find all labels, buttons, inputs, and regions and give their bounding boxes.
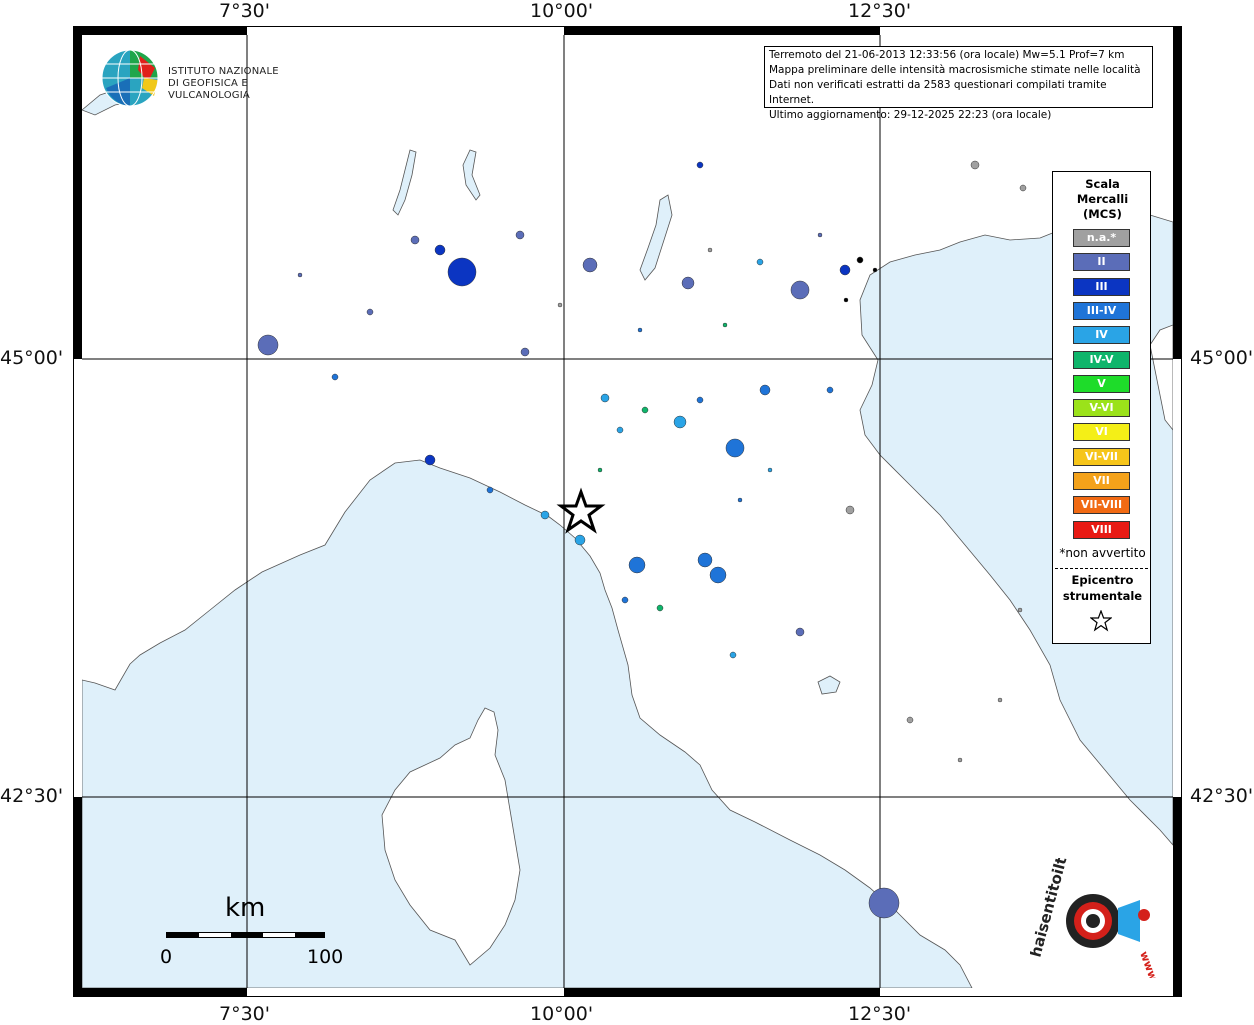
scale-bar-line — [166, 932, 325, 938]
tick-top-12-30: 12°30' — [848, 0, 912, 22]
legend-star-icon — [1090, 610, 1112, 632]
frame-border-top — [74, 27, 1181, 35]
map-frame — [73, 26, 1182, 997]
corsica — [381, 707, 521, 966]
ingv-line2: DI GEOFISICA E VULCANOLOGIA — [168, 78, 250, 101]
tick-top-10-00: 10°00' — [530, 0, 594, 22]
lake-como — [462, 149, 481, 201]
legend-swatch: III — [1073, 277, 1130, 296]
legend-note: *non avvertito — [1059, 546, 1146, 560]
scale-start: 0 — [160, 946, 173, 968]
legend-swatch: II — [1073, 253, 1130, 272]
ingv-line1: ISTITUTO NAZIONALE — [168, 66, 279, 77]
hst-logo-prefix: www. — [1137, 950, 1160, 978]
legend-swatch: VI — [1073, 423, 1130, 442]
lake-trasimeno — [817, 675, 841, 695]
info-line4: Ultimo aggiornamento: 29-12-2025 22:23 (… — [769, 109, 1052, 121]
tick-right-45-00: 45°00' — [1190, 347, 1254, 369]
legend-swatch: VIII — [1073, 520, 1130, 539]
lake-maggiore — [392, 149, 417, 216]
frame-border-right — [1173, 27, 1181, 996]
legend-swatch: V — [1073, 374, 1130, 393]
ingv-logo: ISTITUTO NAZIONALE DI GEOFISICA E VULCAN… — [100, 48, 315, 108]
legend-swatch: V-VI — [1073, 399, 1130, 418]
mcs-legend: Scala Mercalli (MCS) n.a.* II III III-IV IV I… — [1052, 171, 1151, 644]
scale-end: 100 — [307, 946, 344, 968]
legend-title-1: Scala — [1085, 177, 1120, 191]
legend-swatch: VI-VII — [1073, 447, 1130, 466]
grid-lines — [82, 35, 1173, 988]
frame-border-left — [74, 27, 82, 996]
tick-bottom-7-30: 7°30' — [219, 1003, 270, 1025]
legend-epicenter-2: strumentale — [1062, 589, 1143, 603]
legend-swatch: IV-V — [1073, 350, 1130, 369]
legend-title-3: (MCS) — [1083, 207, 1122, 221]
info-line1: Terremoto del 21-06-2013 12:33:56 (ora l… — [769, 49, 1125, 61]
legend-swatch: VII-VIII — [1073, 496, 1130, 515]
legend-title-2: Mercalli — [1076, 192, 1129, 206]
legend-swatch: IV — [1073, 326, 1130, 345]
info-box: Terremoto del 21-06-2013 12:33:56 (ora l… — [764, 46, 1153, 121]
scale-unit: km — [225, 893, 266, 923]
map-canvas — [82, 35, 1173, 988]
tick-left-42-30: 42°30' — [0, 785, 64, 807]
istria — [1149, 324, 1173, 431]
tick-right-42-30: 42°30' — [1190, 785, 1254, 807]
globe-icon — [101, 49, 159, 107]
legend-swatch: III-IV — [1073, 301, 1130, 320]
info-line2: Mappa preliminare delle intensità macros… — [769, 64, 1141, 76]
tick-bottom-10-00: 10°00' — [530, 1003, 594, 1025]
epicenter-star-icon — [556, 487, 606, 534]
legend-divider — [1055, 568, 1148, 569]
tick-bottom-12-30: 12°30' — [848, 1003, 912, 1025]
tyrrhenian-sea — [82, 459, 973, 988]
tick-left-45-00: 45°00' — [0, 347, 64, 369]
tick-top-7-30: 7°30' — [219, 0, 270, 22]
legend-swatch: n.a.* — [1073, 229, 1130, 247]
info-line3: Dati non verificati estratti da 2583 que… — [769, 79, 1107, 106]
hst-logo: haisentitoilterremoto.it www. — [1026, 762, 1161, 986]
lake-garda — [639, 194, 673, 281]
intensity-points — [257, 160, 1027, 919]
legend-epicenter-1: Epicentro — [1071, 573, 1134, 587]
scale-bar: km 0 100 — [150, 890, 360, 970]
legend-swatch: VII — [1073, 472, 1130, 490]
frame-border-bottom — [74, 988, 1181, 996]
